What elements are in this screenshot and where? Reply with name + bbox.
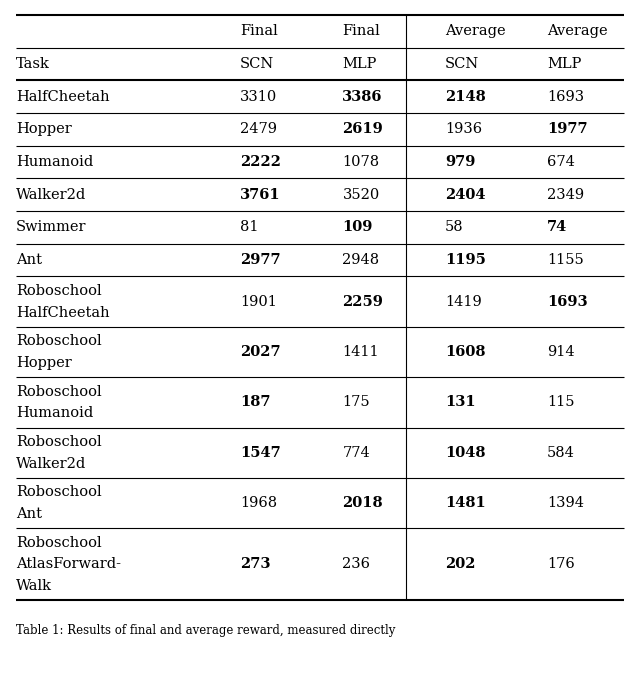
- Text: Walk: Walk: [16, 579, 52, 593]
- Text: Roboschool: Roboschool: [16, 535, 102, 550]
- Text: Table 1: Results of final and average reward, measured directly: Table 1: Results of final and average re…: [16, 624, 396, 637]
- Text: 1968: 1968: [240, 496, 277, 510]
- Text: Roboschool: Roboschool: [16, 284, 102, 298]
- Text: 131: 131: [445, 396, 476, 409]
- Text: 1547: 1547: [240, 446, 281, 460]
- Text: Ant: Ant: [16, 253, 42, 267]
- Text: MLP: MLP: [547, 57, 582, 71]
- Text: Humanoid: Humanoid: [16, 155, 93, 169]
- Text: 1608: 1608: [445, 345, 485, 359]
- Text: Average: Average: [547, 25, 608, 38]
- Text: 81: 81: [240, 221, 259, 234]
- Text: 2148: 2148: [445, 90, 486, 104]
- Text: 1901: 1901: [240, 295, 277, 308]
- Text: 914: 914: [547, 345, 575, 359]
- Text: Swimmer: Swimmer: [16, 221, 86, 234]
- Text: 2404: 2404: [445, 188, 485, 202]
- Text: 979: 979: [445, 155, 475, 169]
- Text: Humanoid: Humanoid: [16, 407, 93, 420]
- Text: Final: Final: [240, 25, 278, 38]
- Text: 1411: 1411: [342, 345, 379, 359]
- Text: 3310: 3310: [240, 90, 277, 104]
- Text: MLP: MLP: [342, 57, 377, 71]
- Text: 273: 273: [240, 557, 271, 571]
- Text: 115: 115: [547, 396, 575, 409]
- Text: Walker2d: Walker2d: [16, 457, 86, 471]
- Text: 3520: 3520: [342, 188, 380, 202]
- Text: 1419: 1419: [445, 295, 481, 308]
- Text: 1195: 1195: [445, 253, 486, 267]
- Text: Walker2d: Walker2d: [16, 188, 86, 202]
- Text: HalfCheetah: HalfCheetah: [16, 90, 109, 104]
- Text: 1078: 1078: [342, 155, 380, 169]
- Text: Roboschool: Roboschool: [16, 334, 102, 348]
- Text: Roboschool: Roboschool: [16, 385, 102, 398]
- Text: 774: 774: [342, 446, 370, 460]
- Text: Hopper: Hopper: [16, 123, 72, 136]
- Text: 236: 236: [342, 557, 371, 571]
- Text: Roboschool: Roboschool: [16, 486, 102, 499]
- Text: SCN: SCN: [445, 57, 479, 71]
- Text: 2018: 2018: [342, 496, 383, 510]
- Text: 109: 109: [342, 221, 372, 234]
- Text: SCN: SCN: [240, 57, 275, 71]
- Text: 1936: 1936: [445, 123, 482, 136]
- Text: 1155: 1155: [547, 253, 584, 267]
- Text: 584: 584: [547, 446, 575, 460]
- Text: Average: Average: [445, 25, 506, 38]
- Text: Ant: Ant: [16, 507, 42, 521]
- Text: 1693: 1693: [547, 90, 584, 104]
- Text: 1048: 1048: [445, 446, 485, 460]
- Text: 1394: 1394: [547, 496, 584, 510]
- Text: 2349: 2349: [547, 188, 584, 202]
- Text: HalfCheetah: HalfCheetah: [16, 306, 109, 319]
- Text: 1693: 1693: [547, 295, 588, 308]
- Text: AtlasForward-: AtlasForward-: [16, 557, 121, 571]
- Text: 176: 176: [547, 557, 575, 571]
- Text: 1977: 1977: [547, 123, 588, 136]
- Text: 2479: 2479: [240, 123, 277, 136]
- Text: 2619: 2619: [342, 123, 383, 136]
- Text: 58: 58: [445, 221, 463, 234]
- Text: 2259: 2259: [342, 295, 383, 308]
- Text: 2027: 2027: [240, 345, 280, 359]
- Text: Roboschool: Roboschool: [16, 435, 102, 449]
- Text: 202: 202: [445, 557, 476, 571]
- Text: 74: 74: [547, 221, 568, 234]
- Text: 3761: 3761: [240, 188, 280, 202]
- Text: 3386: 3386: [342, 90, 383, 104]
- Text: 2948: 2948: [342, 253, 380, 267]
- Text: 187: 187: [240, 396, 271, 409]
- Text: Final: Final: [342, 25, 380, 38]
- Text: 1481: 1481: [445, 496, 486, 510]
- Text: Task: Task: [16, 57, 50, 71]
- Text: 175: 175: [342, 396, 370, 409]
- Text: 2222: 2222: [240, 155, 281, 169]
- Text: 674: 674: [547, 155, 575, 169]
- Text: Hopper: Hopper: [16, 356, 72, 370]
- Text: 2977: 2977: [240, 253, 280, 267]
